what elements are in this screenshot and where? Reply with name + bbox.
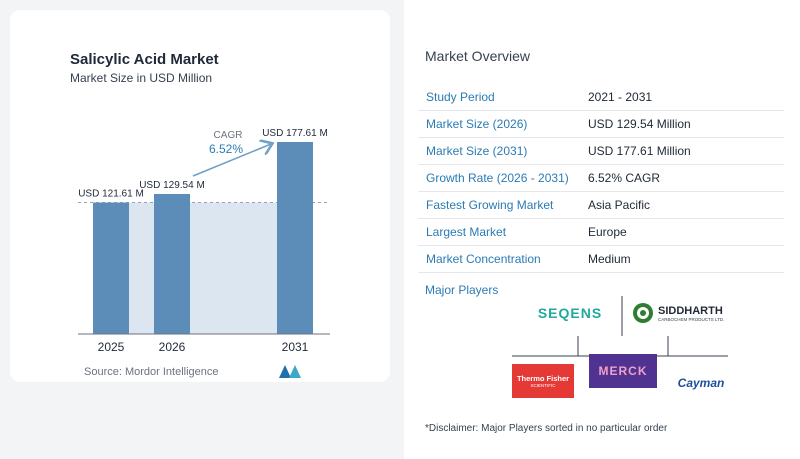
data-label-2026: USD 129.54 M bbox=[139, 180, 205, 191]
x-tick-2026: 2026 bbox=[159, 340, 186, 354]
chart-title: Salicylic Acid Market bbox=[70, 51, 219, 68]
overview-row-label: Growth Rate (2026 - 2031) bbox=[426, 171, 569, 185]
overview-row-value: Asia Pacific bbox=[588, 198, 651, 212]
thermofisher-text: Thermo Fisher bbox=[516, 374, 570, 383]
merck-logo: MERCK bbox=[589, 354, 657, 388]
overview-row: Growth Rate (2026 - 2031) 6.52% CAGR bbox=[418, 165, 784, 192]
overview-row: Largest Market Europe bbox=[418, 219, 784, 246]
chart-subtitle: Market Size in USD Million bbox=[70, 71, 213, 85]
data-label-2031: USD 177.61 M bbox=[262, 128, 328, 139]
bar-chart: USD 121.61 M 2025 USD 129.54 M 2026 USD 177.… bbox=[78, 128, 330, 354]
siddharth-logo: SIDDHARTH CARBOCHEM PRODUCTS LTD. bbox=[632, 294, 742, 332]
siddharth-subtext: CARBOCHEM PRODUCTS LTD. bbox=[658, 316, 725, 322]
cayman-logo: Cayman bbox=[670, 368, 732, 398]
source-text: Source: Mordor Intelligence bbox=[84, 366, 219, 378]
overview-row-label: Market Concentration bbox=[426, 252, 541, 266]
overview-row-label: Market Size (2031) bbox=[426, 144, 528, 158]
bar-2031 bbox=[277, 142, 313, 334]
overview-row: Market Size (2031) USD 177.61 Million bbox=[418, 138, 784, 165]
thermofisher-logo: Thermo Fisher SCIENTIFIC bbox=[512, 364, 574, 398]
overview-row-value: 6.52% CAGR bbox=[588, 171, 661, 185]
overview-row-label: Largest Market bbox=[426, 225, 507, 239]
overview-row: Market Size (2026) USD 129.54 Million bbox=[418, 111, 784, 138]
bar-2025 bbox=[93, 202, 129, 334]
data-label-2025: USD 121.61 M bbox=[78, 189, 144, 200]
overview-row-label: Study Period bbox=[426, 90, 495, 104]
overview-row-value: USD 129.54 Million bbox=[588, 117, 691, 131]
band-area bbox=[93, 202, 313, 334]
overview-row: Fastest Growing Market Asia Pacific bbox=[418, 192, 784, 219]
overview-table: Study Period 2021 - 2031 Market Size (2026… bbox=[418, 84, 784, 273]
major-players-label: Major Players bbox=[425, 283, 499, 297]
overview-row: Market Concentration Medium bbox=[418, 246, 784, 273]
cagr-label: CAGR bbox=[214, 130, 243, 141]
seqens-text: SEQENS bbox=[537, 305, 603, 321]
cayman-text: Cayman bbox=[677, 376, 725, 390]
overview-row-value: 2021 - 2031 bbox=[588, 90, 653, 104]
overview-row-label: Market Size (2026) bbox=[426, 117, 528, 131]
overview-row-value: USD 177.61 Million bbox=[588, 144, 691, 158]
disclaimer-text: *Disclaimer: Major Players sorted in no … bbox=[425, 423, 668, 434]
mordor-logo-icon bbox=[279, 365, 301, 378]
x-tick-2031: 2031 bbox=[282, 340, 309, 354]
siddharth-emblem-icon bbox=[633, 303, 653, 323]
merck-text: MERCK bbox=[598, 364, 648, 378]
thermofisher-subtext: SCIENTIFIC bbox=[530, 383, 556, 388]
overview-title: Market Overview bbox=[425, 48, 531, 64]
siddharth-text: SIDDHARTH bbox=[658, 304, 723, 317]
x-tick-2025: 2025 bbox=[98, 340, 125, 354]
overview-row: Study Period 2021 - 2031 bbox=[418, 84, 784, 111]
cagr-arrow bbox=[192, 144, 271, 177]
overview-row-label: Fastest Growing Market bbox=[426, 198, 554, 212]
overview-row-value: Europe bbox=[588, 225, 627, 239]
overview-row-value: Medium bbox=[588, 252, 631, 266]
cagr-value: 6.52% bbox=[209, 142, 243, 156]
seqens-logo: SEQENS bbox=[520, 298, 620, 328]
bar-2026 bbox=[154, 193, 190, 334]
